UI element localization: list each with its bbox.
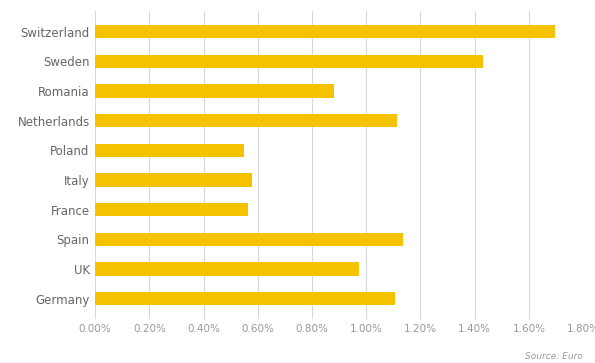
Bar <box>95 262 359 276</box>
Bar <box>95 173 252 187</box>
Bar <box>95 203 248 216</box>
Bar <box>95 84 334 98</box>
Bar <box>95 292 394 305</box>
Bar <box>95 233 403 246</box>
Bar <box>95 25 555 38</box>
Bar <box>95 54 483 68</box>
Bar <box>95 114 397 127</box>
Text: Source: Euro: Source: Euro <box>525 352 583 361</box>
Bar <box>95 144 245 157</box>
